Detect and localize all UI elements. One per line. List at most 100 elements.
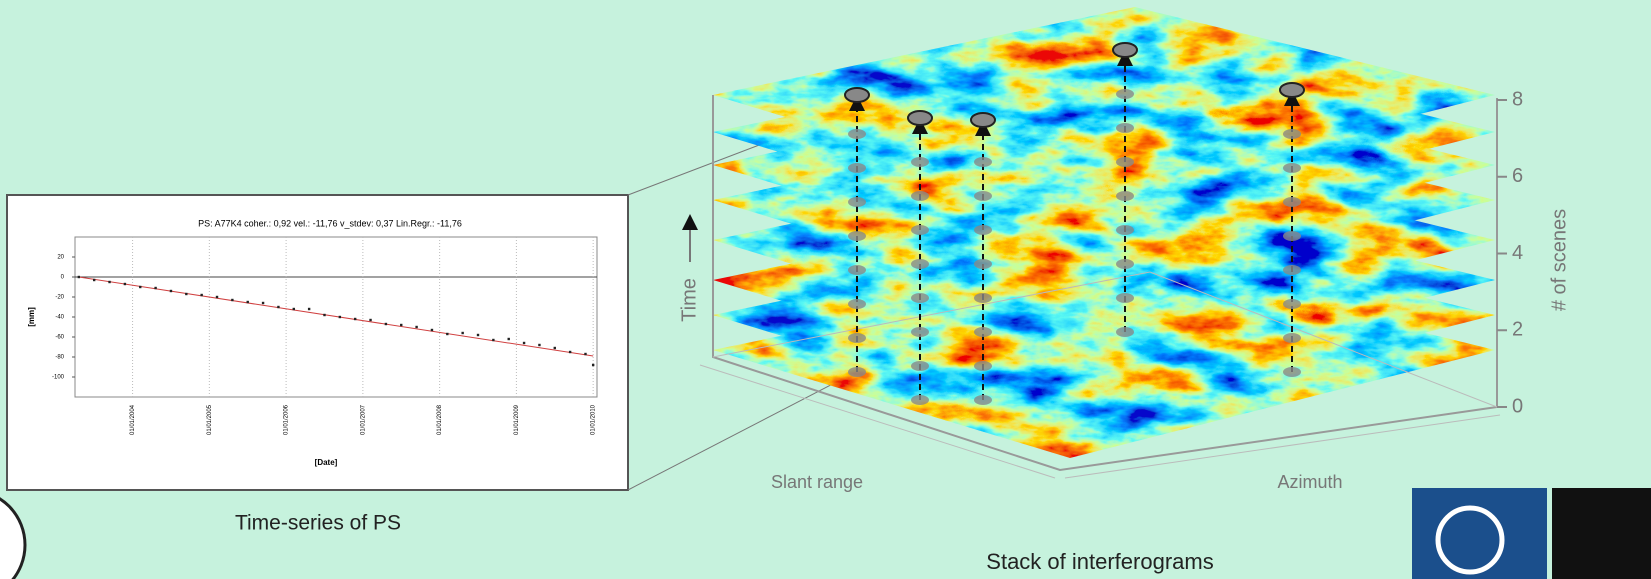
pixel-dot [1283,265,1301,275]
pixel-dot [974,259,992,269]
pixel-dot [1116,327,1134,337]
pixel-dot [1283,299,1301,309]
data-point [492,339,494,341]
pixel-dot [974,361,992,371]
logo [0,490,25,579]
logo [1412,488,1547,579]
data-point [139,286,141,288]
x-tick-label: 01/01/2004 [130,404,136,435]
data-point [584,353,586,355]
pixel-dot [848,333,866,343]
pixel-dot [1116,157,1134,167]
pixel-dot [911,259,929,269]
pixel-dot [848,129,866,139]
slant-range-label: Slant range [771,472,863,492]
pixel-dot [848,163,866,173]
y-axis-label: [mm] [27,307,36,327]
x-tick-label: 01/01/2008 [437,404,443,435]
pixel-top [845,88,869,102]
y-tick-label: -100 [52,375,65,381]
pixel-dot [974,191,992,201]
pixel-top [971,113,995,127]
pixel-dot [1283,197,1301,207]
data-point [477,334,479,336]
pixel-dot [1116,225,1134,235]
x-tick-label: 01/01/2007 [360,404,366,435]
data-point [461,332,463,334]
pixel-dot [1283,163,1301,173]
z-axis-label: # of scenes [1548,209,1570,311]
pixel-dot [1283,129,1301,139]
pixel-dot [974,293,992,303]
data-point [569,351,571,353]
data-point [78,276,80,278]
pixel-dot [911,225,929,235]
pixel-dot [974,225,992,235]
data-point [293,308,295,310]
data-point [108,281,110,283]
inset-title: PS: A77K4 coher.: 0,92 vel.: -11,76 v_st… [198,218,462,228]
data-point [369,319,371,321]
data-point [523,342,525,344]
pixel-top [908,111,932,125]
z-tick-label: 4 [1512,242,1523,264]
z-tick-label: 6 [1512,165,1523,187]
pixel-dot [848,367,866,377]
data-point [446,333,448,335]
pixel-dot [1116,191,1134,201]
data-point [216,296,218,298]
data-point [154,287,156,289]
data-point [554,347,556,349]
data-point [400,324,402,326]
pixel-dot [911,293,929,303]
pixel-dot [1116,293,1134,303]
data-point [200,294,202,296]
data-point [339,316,341,318]
data-point [592,364,594,366]
pixel-dot [1283,231,1301,241]
data-point [262,302,264,304]
x-tick-label: 01/01/2006 [284,404,290,435]
x-tick-label: 01/01/2010 [591,404,597,435]
pixel-dot [911,361,929,371]
pixel-dot [1283,367,1301,377]
data-point [538,344,540,346]
pixel-dot [1283,333,1301,343]
logo [1552,488,1651,579]
pixel-dot [1116,259,1134,269]
y-tick-label: -60 [55,335,64,341]
y-tick-label: -40 [55,315,64,321]
data-point [277,306,279,308]
pixel-dot [848,299,866,309]
stack [713,7,1495,458]
pixel-dot [974,395,992,405]
data-point [93,279,95,281]
data-point [354,318,356,320]
z-tick-label: 8 [1512,88,1523,110]
pixel-top [1280,83,1304,97]
caption: Stack of interferograms [986,549,1213,574]
page: PS: A77K4 coher.: 0,92 vel.: -11,76 v_st… [0,0,1651,579]
x-tick-label: 01/01/2005 [207,404,213,435]
pixel-dot [848,265,866,275]
pixel-dot [848,197,866,207]
data-point [508,338,510,340]
data-point [323,314,325,316]
azimuth-label: Azimuth [1277,472,1342,492]
data-point [415,326,417,328]
data-point [185,293,187,295]
data-point [231,299,233,301]
pixel-dot [911,157,929,167]
pixel-dot [911,327,929,337]
data-point [385,323,387,325]
inset-frame [7,195,628,490]
pixel-dot [1116,89,1134,99]
data-point [124,283,126,285]
slide: PS: A77K4 coher.: 0,92 vel.: -11,76 v_st… [0,0,1651,579]
data-point [247,301,249,303]
y-tick-label: -20 [55,295,64,301]
pixel-dot [974,157,992,167]
pixel-dot [1116,123,1134,133]
y-tick-label: -80 [55,355,64,361]
x-tick-label: 01/01/2009 [514,404,520,435]
